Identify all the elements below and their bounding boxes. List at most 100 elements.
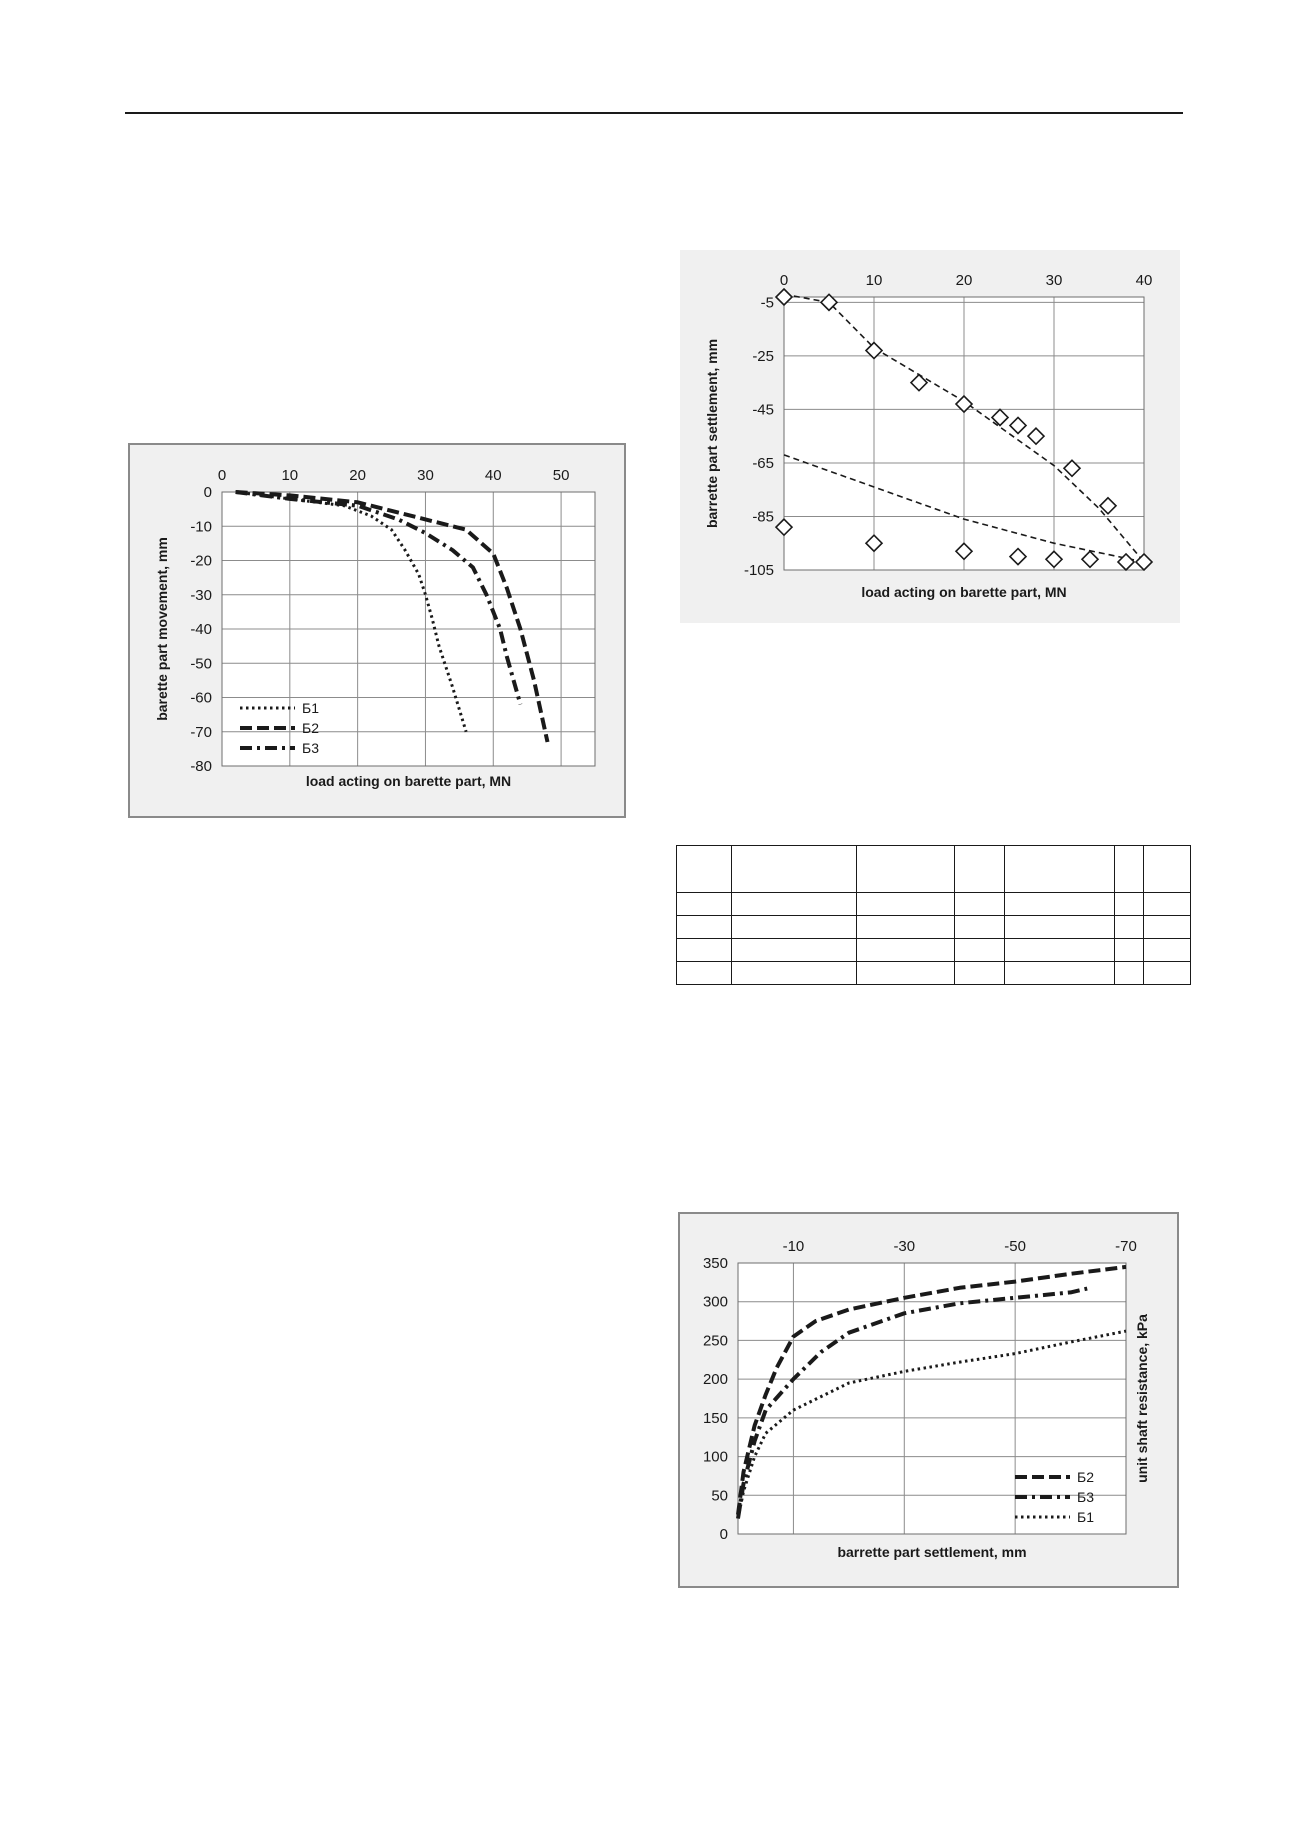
data-point-diamond: [774, 518, 794, 537]
y-tick-label: 250: [703, 1332, 728, 1349]
x-axis-label: load acting on barette part, MN: [861, 584, 1066, 600]
data-point-diamond: [1026, 427, 1046, 446]
table-cell: [954, 938, 1005, 962]
figure-movement-vs-load: 0 10 20 30 40 50 0 -10 -20 -30 -40 -50 -60 -70 -80 load…: [128, 443, 626, 818]
table-cell: [856, 938, 955, 962]
table-cell: [1114, 915, 1144, 939]
table-cell: [856, 892, 955, 916]
y-tick-label: -45: [752, 401, 774, 418]
chart-1: 0 10 20 30 40 50 0 -10 -20 -30 -40 -50 -60 -70 -80 load…: [154, 467, 596, 789]
data-point-diamond: [1098, 496, 1118, 515]
y-tick-label: 150: [703, 1410, 728, 1427]
table-cell: [1143, 892, 1191, 916]
x-tick-label: -70: [1115, 1238, 1137, 1255]
series-line: [736, 1264, 1127, 1515]
plot-frame: [783, 296, 1145, 571]
data-point-diamond: [864, 534, 884, 553]
table-cell: [856, 961, 955, 985]
series-line: [235, 490, 550, 743]
table-cell: [1004, 961, 1115, 985]
x-tick-label: 20: [956, 272, 973, 289]
table-cell: [1004, 892, 1115, 916]
table-cell: [1143, 915, 1191, 939]
table-cell: [1143, 938, 1191, 962]
y-tick-label: -80: [190, 758, 212, 775]
y-tick-label: -70: [190, 724, 212, 741]
table-cell: [954, 892, 1005, 916]
table-cell: [954, 845, 1005, 893]
table-cell: [954, 961, 1005, 985]
table-cell: [954, 915, 1005, 939]
legend-label: Б3: [1077, 1489, 1094, 1505]
x-tick-label: 20: [349, 467, 366, 484]
legend-label: Б1: [1077, 1509, 1094, 1525]
table-cell: [1114, 845, 1144, 893]
y-tick-label: 200: [703, 1371, 728, 1388]
y-tick-label: -10: [190, 518, 212, 535]
y-tick-label: -25: [752, 348, 774, 365]
y-tick-label: -20: [190, 553, 212, 570]
y-tick-label: -40: [190, 621, 212, 638]
data-point-diamond: [954, 542, 974, 561]
data-table: [676, 845, 1191, 985]
x-tick-label: 0: [218, 467, 226, 484]
table-cell: [731, 915, 857, 939]
data-point-diamond: [819, 293, 839, 312]
table-cell: [1004, 915, 1115, 939]
data-point-diamond: [1134, 552, 1154, 572]
table-cell: [856, 845, 955, 893]
legend-label: Б1: [302, 700, 319, 716]
figure-settlement-vs-load: 0 10 20 30 40 -5 -25 -45 -65 -85 -105 load acting o…: [680, 250, 1180, 623]
x-tick-label: -50: [1004, 1238, 1026, 1255]
header-rule: [125, 112, 1183, 114]
table-cell: [1143, 961, 1191, 985]
chart-3: -10 -30 -50 -70 0 50 100 150 200 250 300 350 barrett…: [703, 1238, 1150, 1560]
trendline: [783, 454, 1145, 563]
y-tick-label: 50: [711, 1487, 728, 1504]
plot-area: [738, 1263, 1126, 1534]
table-cell: [1114, 961, 1144, 985]
y-tick-label: -105: [744, 562, 774, 579]
y-tick-label: -5: [761, 294, 774, 311]
y-tick-label: 0: [204, 484, 212, 501]
x-tick-label: -30: [893, 1238, 915, 1255]
table-cell: [1143, 845, 1191, 893]
legend-label: Б2: [302, 720, 319, 736]
data-point-diamond: [774, 287, 794, 307]
series-line: [736, 1329, 1127, 1519]
x-tick-label: 10: [866, 272, 883, 289]
table-cell: [731, 961, 857, 985]
y-tick-label: -60: [190, 690, 212, 707]
x-tick-label: -10: [783, 1238, 805, 1255]
x-tick-label: 40: [1136, 272, 1153, 289]
y-axis-label: barette part movement, mm: [154, 537, 170, 721]
legend-label: Б2: [1077, 1469, 1094, 1485]
table-cell: [1114, 938, 1144, 962]
data-point-diamond: [1008, 547, 1028, 566]
y-tick-label: -65: [752, 455, 774, 472]
legend-label: Б3: [302, 740, 319, 756]
data-point-diamond: [1116, 552, 1136, 572]
data-point-diamond: [909, 373, 929, 392]
x-tick-label: 50: [553, 467, 570, 484]
x-tick-label: 30: [1046, 272, 1063, 289]
table-cell: [676, 845, 732, 893]
data-point-diamond: [1062, 459, 1082, 478]
y-axis-label: barrette part settlement, mm: [704, 339, 720, 528]
data-point-diamond: [1080, 550, 1100, 569]
data-point-diamond: [1044, 550, 1064, 569]
y-tick-label: -85: [752, 508, 774, 525]
data-point-diamond: [864, 341, 884, 360]
y-tick-label: -50: [190, 655, 212, 672]
x-tick-label: 10: [281, 467, 298, 484]
y-axis-label: unit shaft resistance, kPa: [1134, 1314, 1150, 1483]
series-line: [235, 490, 523, 705]
table-cell: [1004, 938, 1115, 962]
y-tick-label: 300: [703, 1294, 728, 1311]
y-tick-label: -30: [190, 587, 212, 604]
plot-frame: [737, 1262, 1127, 1535]
x-axis-label: load acting on barette part, MN: [306, 773, 511, 789]
table-cell: [1004, 845, 1115, 893]
x-tick-label: 30: [417, 467, 434, 484]
x-tick-label: 40: [485, 467, 502, 484]
